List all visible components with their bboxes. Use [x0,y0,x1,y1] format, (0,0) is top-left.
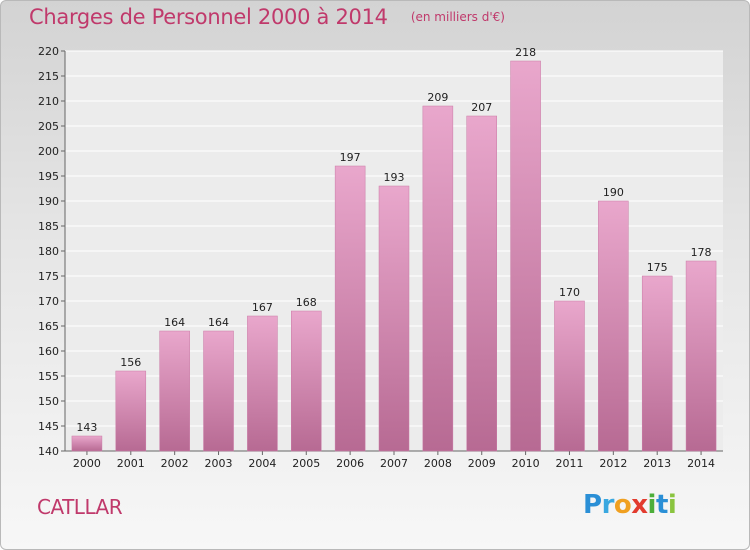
x-tick-label-2007: 2007 [380,457,408,470]
y-tick-label: 210 [38,95,59,108]
y-tick-label: 145 [38,420,59,433]
x-tick-label-2004: 2004 [248,457,276,470]
x-tick-label-2011: 2011 [555,457,583,470]
value-label-2002: 164 [164,316,185,329]
logo-letter: P [583,490,602,520]
y-tick-label: 205 [38,120,59,133]
y-tick-label: 185 [38,220,59,233]
value-label-2009: 207 [471,101,492,114]
logo-letter: o [613,490,632,520]
x-tick-label-2008: 2008 [424,457,452,470]
y-tick-label: 195 [38,170,59,183]
y-tick-label: 165 [38,320,59,333]
value-label-2010: 218 [515,46,536,59]
x-tick-label-2003: 2003 [205,457,233,470]
y-tick-label: 160 [38,345,59,358]
x-tick-label-2002: 2002 [161,457,189,470]
bar-2002 [159,330,190,452]
y-tick-label: 155 [38,370,59,383]
y-tick-label: 140 [38,445,59,458]
bar-2001 [115,370,147,452]
x-tick-label-2013: 2013 [643,457,671,470]
y-tick-label: 220 [38,45,59,58]
bar-2010 [510,60,541,452]
value-label-2012: 190 [603,186,624,199]
value-label-2008: 209 [427,91,448,104]
y-tick-label: 190 [38,195,59,208]
bar-2004 [247,315,278,452]
value-label-2003: 164 [208,316,229,329]
x-tick-label-2012: 2012 [599,457,627,470]
y-tick-label: 150 [38,395,59,408]
x-tick-label-2014: 2014 [687,457,715,470]
proxiti-logo: Proxiti [583,490,677,520]
bar-2009 [466,115,497,452]
x-tick-label-2010: 2010 [512,457,540,470]
value-label-2006: 197 [340,151,361,164]
bar-2011 [554,300,585,452]
value-label-2005: 168 [296,296,317,309]
value-label-2004: 167 [252,301,273,314]
chart-title: Charges de Personnel 2000 à 2014 [29,5,388,29]
y-tick-label: 170 [38,295,59,308]
x-tick-label-2005: 2005 [292,457,320,470]
bar-2007 [378,185,410,452]
bar-2013 [641,275,673,452]
bar-2006 [334,165,366,452]
logo-letter: x [631,490,648,520]
value-label-2001: 156 [120,356,141,369]
value-label-2011: 170 [559,286,580,299]
y-tick-label: 200 [38,145,59,158]
bar-2012 [598,200,629,452]
y-tick-label: 180 [38,245,59,258]
bar-2000 [71,435,103,452]
value-label-2013: 175 [647,261,668,274]
bar-2003 [203,330,234,452]
logo-letter: r [601,490,615,520]
logo-letter: i [647,490,657,520]
logo-letter: t [655,490,668,520]
x-tick-label-2001: 2001 [117,457,145,470]
bar-2008 [422,105,454,452]
bar-2005 [291,310,322,452]
bar-2014 [685,260,717,452]
commune-name: CATLLAR [37,495,123,519]
logo-letter: i [667,490,677,520]
y-tick-label: 215 [38,70,59,83]
value-label-2014: 178 [691,246,712,259]
value-label-2000: 143 [76,421,97,434]
y-tick-label: 175 [38,270,59,283]
x-tick-label-2000: 2000 [73,457,101,470]
chart-subtitle: (en milliers d'€) [410,10,505,24]
x-tick-label-2006: 2006 [336,457,364,470]
x-tick-label-2009: 2009 [468,457,496,470]
chart-header: Charges de Personnel 2000 à 2014 (en mil… [29,5,505,29]
value-label-2007: 193 [384,171,405,184]
